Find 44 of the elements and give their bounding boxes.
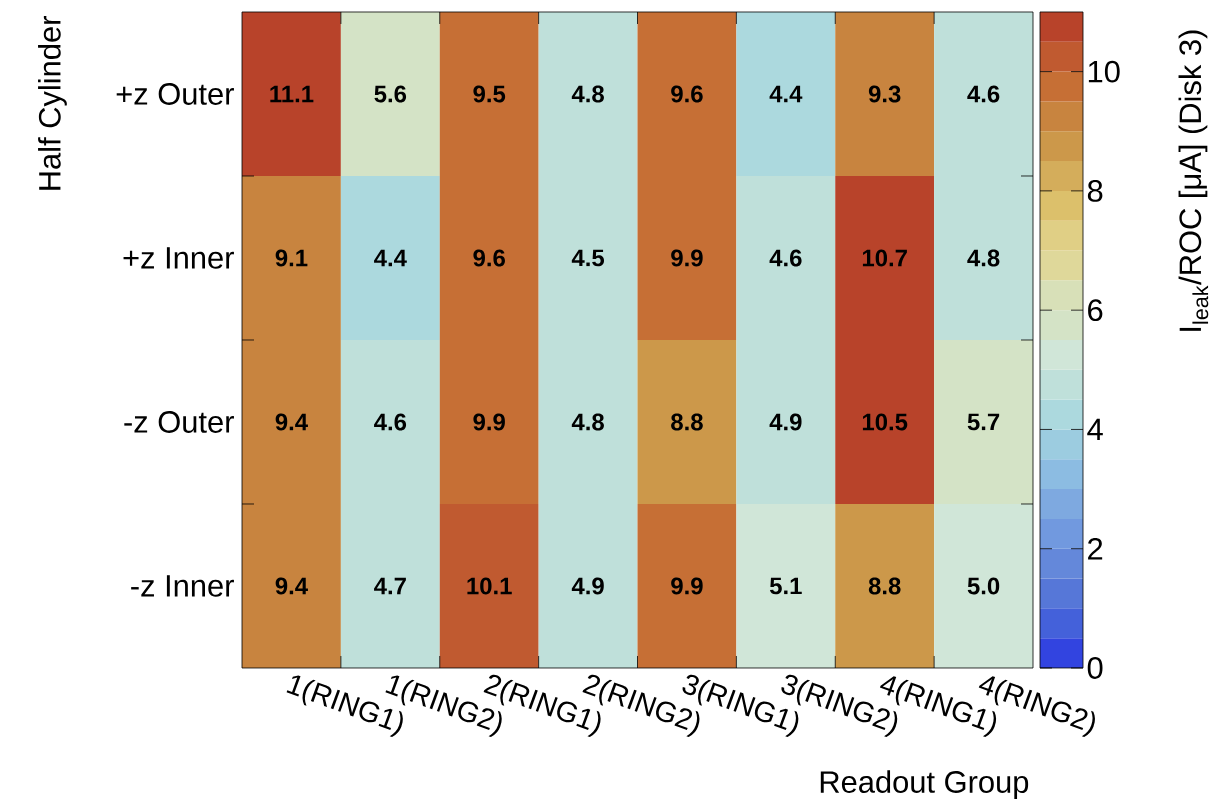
data-label: 8.8 bbox=[671, 413, 703, 431]
data-label: 5.6 bbox=[374, 85, 407, 103]
data-label: 4.8 bbox=[571, 413, 604, 431]
data-label: 4.9 bbox=[769, 413, 802, 431]
data-label: 9.5 bbox=[473, 85, 506, 103]
data-label: 9.6 bbox=[671, 85, 703, 103]
data-label: 9.4 bbox=[275, 577, 308, 595]
y-tick-label: +z Outer bbox=[116, 83, 234, 105]
data-label: 11.1 bbox=[270, 85, 314, 103]
data-label: 4.5 bbox=[571, 249, 605, 267]
data-label: 4.9 bbox=[571, 577, 604, 595]
data-label: 10.5 bbox=[862, 413, 908, 431]
data-label: 5.0 bbox=[967, 577, 1000, 595]
color-bar-title: I$_{leak}$/ROC [μA] (Disk 3) bbox=[1178, 30, 1209, 331]
data-label: 10.1 bbox=[467, 577, 512, 595]
data-label: 4.7 bbox=[374, 577, 406, 595]
data-label: 10.7 bbox=[862, 249, 907, 267]
data-label: 4.4 bbox=[374, 249, 407, 267]
data-label: 4.6 bbox=[967, 85, 1000, 103]
y-axis-title: Half Cylinder bbox=[38, 16, 67, 190]
color-bar-label: 6 bbox=[1088, 299, 1103, 322]
data-label: 9.4 bbox=[275, 413, 308, 431]
color-bar-label: 10 bbox=[1088, 60, 1120, 83]
y-tick-label: -z Inner bbox=[131, 575, 234, 597]
data-label: 8.8 bbox=[868, 577, 901, 595]
data-label: 5.1 bbox=[769, 577, 802, 595]
y-tick-label: -z Outer bbox=[124, 411, 234, 433]
data-label: 9.1 bbox=[275, 249, 308, 267]
data-label: 4.4 bbox=[769, 85, 803, 103]
color-bar-label: 2 bbox=[1088, 537, 1103, 560]
y-tick-label: +z Inner bbox=[123, 247, 234, 269]
x-axis-title: Readout Group bbox=[820, 770, 1029, 800]
data-label: 9.9 bbox=[671, 249, 703, 267]
data-label: 9.9 bbox=[671, 577, 703, 595]
data-label: 4.8 bbox=[571, 85, 604, 103]
data-label: 4.6 bbox=[769, 249, 802, 267]
color-bar-label: 4 bbox=[1087, 418, 1103, 441]
data-label: 9.3 bbox=[868, 85, 901, 103]
data-label: 5.7 bbox=[967, 413, 1000, 431]
data-label: 9.9 bbox=[473, 413, 505, 431]
color-bar-label: 8 bbox=[1087, 179, 1103, 202]
data-label: 4.8 bbox=[967, 249, 1000, 267]
data-label: 4.6 bbox=[374, 413, 407, 431]
data-label: 9.6 bbox=[473, 249, 505, 267]
